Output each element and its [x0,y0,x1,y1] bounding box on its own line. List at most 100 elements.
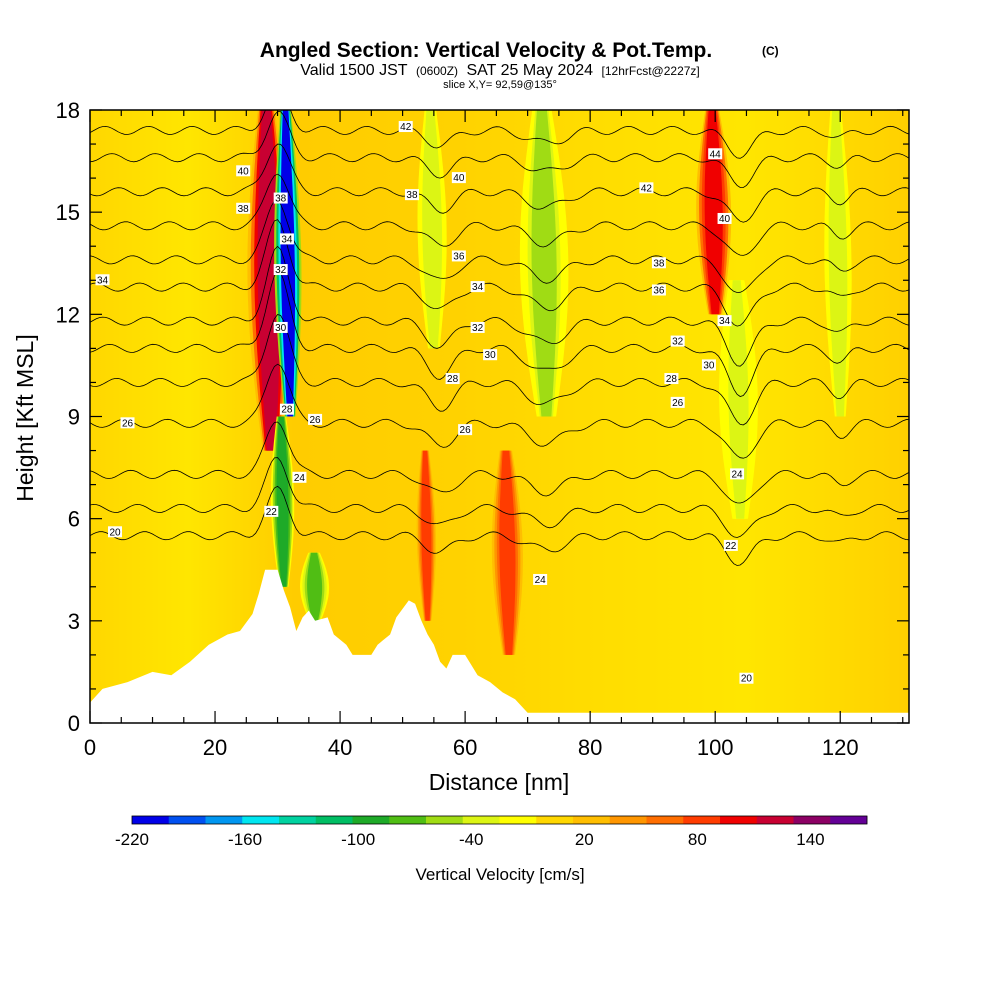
contour-label-18: 32 [472,323,484,334]
y-tick-label-9: 9 [68,405,80,430]
contour-label-30: 30 [703,360,715,371]
contour-38 [90,173,909,256]
contour-label-bg-11 [292,471,307,483]
velocity-band-5-3 [499,450,516,655]
plot-area: 34 26 20 40 38 38 34 32 30 28 26 24 22 42 40 38 36 34 32 30… [90,110,909,723]
contour-label-25: 40 [719,214,731,225]
contour-label-9: 28 [281,405,293,416]
colorbar-tick--160: -160 [228,830,262,849]
contour-label-bg-29 [670,335,685,347]
colorbar-swatch-3 [242,816,280,824]
colorbar-label: Vertical Velocity [cm/s] [415,865,584,884]
contour-30 [90,270,909,397]
contour-label-10: 26 [310,415,322,426]
contour-label-31: 28 [666,374,678,385]
x-axis-label: Distance [nm] [429,769,570,795]
contour-label-bg-34 [723,539,738,551]
x-tick-label-40: 40 [328,735,352,760]
colorbar-tick--220: -220 [115,830,149,849]
contour-label-bg-14 [451,172,466,184]
x-tick-label-100: 100 [697,735,734,760]
y-tick-label-12: 12 [56,302,80,327]
colorbar-swatch-12 [573,816,611,824]
contour-label-bg-24 [639,182,654,194]
contour-label-6: 34 [281,234,293,245]
contour-label-bg-8 [273,321,288,333]
contour-22 [90,457,909,538]
colorbar-tick--100: -100 [341,830,375,849]
contour-34 [90,219,909,327]
slice-info: slice X,Y= 92,59@135° [443,79,557,91]
contour-36 [90,200,909,293]
contour-label-bg-4 [236,202,251,214]
copyright-mark: (C) [762,44,779,58]
forecast-info: [12hrFcst@2227z] [602,64,700,78]
contour-42 [90,111,909,188]
contour-label-bg-27 [651,284,666,296]
terrain [90,569,909,723]
contour-label-bg-20 [445,373,460,385]
colorbar-swatch-10 [499,816,537,824]
y-tick-label-15: 15 [56,200,80,225]
colorbar-swatch-6 [352,816,390,824]
chart-subtitle: Valid 1500 JST (0600Z) SAT 25 May 2024 [… [300,62,700,79]
contour-label-1: 26 [122,418,134,429]
colorbar-swatch-2 [205,816,243,824]
colorbar-swatch-18 [793,816,831,824]
contour-label-11: 24 [294,473,306,484]
contour-label-bg-0 [95,274,110,286]
contour-label-5: 38 [275,194,287,205]
velocity-band-3-3 [307,552,323,621]
x-tick-label-0: 0 [84,735,96,760]
contour-label-bg-2 [108,526,123,538]
contour-label-bg-22 [533,573,548,585]
contour-label-bg-21 [458,424,473,436]
colorbar-swatch-9 [462,816,500,824]
contour-label-28: 34 [719,316,731,327]
contour-20 [90,485,909,566]
contour-label-15: 38 [406,190,418,201]
contour-44 [90,110,909,159]
colorbar-swatch-0 [132,816,170,824]
velocity-band-7-3 [531,110,557,417]
contour-label-14: 40 [453,173,465,184]
velocity-band-1-3 [280,110,296,417]
valid-time: Valid 1500 JST [300,62,408,79]
contour-40 [90,143,909,223]
colorbar-swatch-19 [830,816,868,824]
pot-temp-contours [90,110,909,566]
x-tick-label-80: 80 [578,735,602,760]
contour-label-13: 42 [400,122,412,133]
contour-labels: 34 26 20 40 38 38 34 32 30 28 26 24 22 42 40 38 36 34 32 30… [95,121,754,685]
colorbar-tick-140: 140 [796,830,824,849]
x-tick-label-120: 120 [822,735,859,760]
contour-label-12: 22 [266,507,278,518]
colorbar: -220 -160 -100 -40 20 80 140 [115,815,868,849]
contour-label-bg-23 [708,148,723,160]
contour-label-29: 32 [672,337,684,348]
contour-26 [90,363,909,459]
velocity-band-2-3 [276,416,289,587]
contour-label-4: 38 [238,204,250,215]
y-tick-label-18: 18 [56,98,80,123]
contour-label-27: 36 [653,285,665,296]
contour-label-33: 24 [732,469,744,480]
colorbar-swatch-13 [609,816,647,824]
contour-label-16: 36 [453,251,465,262]
colorbar-swatch-5 [315,816,353,824]
contour-label-26: 38 [653,258,665,269]
colorbar-swatch-17 [756,816,794,824]
contour-label-bg-25 [717,212,732,224]
contour-label-bg-18 [470,321,485,333]
contour-label-bg-33 [730,468,745,480]
contour-label-32: 26 [672,398,684,409]
contour-32 [90,245,909,367]
colorbar-frame [131,815,868,825]
contour-label-bg-12 [264,505,279,517]
x-tick-label-60: 60 [453,735,477,760]
contour-label-24: 42 [641,183,653,194]
colorbar-swatch-8 [426,816,464,824]
contour-label-0: 34 [97,275,109,286]
velocity-band-4-3 [421,450,432,621]
